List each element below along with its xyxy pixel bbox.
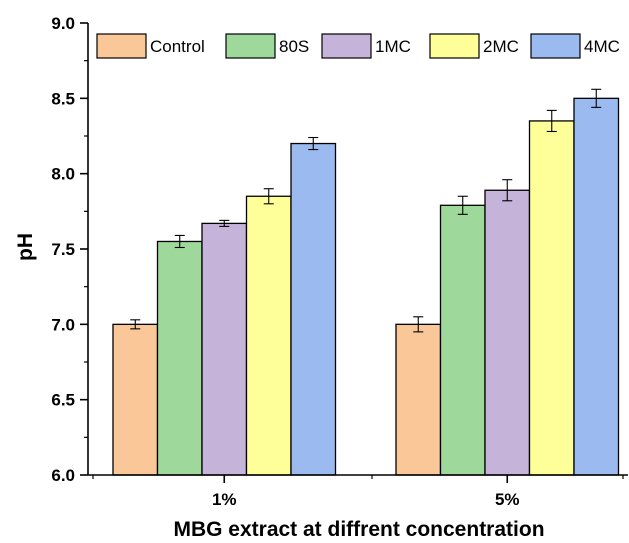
bar-4mc-2 xyxy=(573,97,620,476)
y-axis-title: pH xyxy=(14,233,37,261)
bar-1mc-1 xyxy=(201,222,248,476)
legend-swatch xyxy=(429,33,480,59)
legend-label: 4MC xyxy=(584,37,620,56)
axes-layer: 6.0 6.5 7.0 7.5 8.0 8.5 9.0 1% 5% xyxy=(51,14,628,509)
x-tick-label: 1% xyxy=(212,490,237,509)
y-tick-label: 6.5 xyxy=(51,391,75,410)
legend-item-2mc: 2MC xyxy=(429,33,519,59)
x-tick-label: 5% xyxy=(495,490,520,509)
y-tick-label: 9.0 xyxy=(51,14,75,33)
legend-item-control: Control xyxy=(96,33,205,59)
error-bars-layer xyxy=(130,88,602,333)
y-tick-label: 7.5 xyxy=(51,240,75,259)
error-bar-80s-1 xyxy=(174,234,185,249)
error-bar-2mc-2 xyxy=(546,109,557,133)
error-bar-80s-2 xyxy=(457,195,468,215)
bar-control-1 xyxy=(112,323,159,476)
legend: Control 80S 1MC 2MC 4MC xyxy=(96,33,620,59)
legend-label: Control xyxy=(150,37,205,56)
y-tick-label: 6.0 xyxy=(51,466,75,485)
bars-layer xyxy=(112,97,620,476)
error-bar-control-2 xyxy=(413,316,424,333)
legend-swatch xyxy=(321,33,372,59)
x-axis-title: MBG extract at diffrent concentration xyxy=(173,518,544,541)
error-bar-1mc-1 xyxy=(219,219,230,227)
error-bar-control-1 xyxy=(130,319,141,330)
error-bar-4mc-2 xyxy=(591,88,602,108)
y-tick-label: 8.0 xyxy=(51,165,75,184)
bar-4mc-1 xyxy=(290,142,337,476)
error-bar-2mc-1 xyxy=(263,188,274,205)
legend-swatch xyxy=(530,33,581,59)
bar-control-2 xyxy=(395,323,442,476)
bar-1mc-2 xyxy=(484,189,531,476)
bar-80s-2 xyxy=(439,204,486,476)
legend-item-4mc: 4MC xyxy=(530,33,620,59)
legend-label: 80S xyxy=(279,37,309,56)
error-bar-4mc-1 xyxy=(308,136,319,151)
error-bar-1mc-2 xyxy=(502,179,513,202)
bar-80s-1 xyxy=(156,240,203,476)
legend-swatch xyxy=(96,33,147,59)
bar-2mc-2 xyxy=(528,120,575,476)
legend-label: 1MC xyxy=(375,37,411,56)
legend-label: 2MC xyxy=(483,37,519,56)
y-tick-label: 7.0 xyxy=(51,315,75,334)
y-tick-label: 8.5 xyxy=(51,89,75,108)
legend-item-1mc: 1MC xyxy=(321,33,411,59)
legend-swatch xyxy=(225,33,276,59)
bar-2mc-1 xyxy=(245,195,292,476)
legend-item-80s: 80S xyxy=(225,33,309,59)
